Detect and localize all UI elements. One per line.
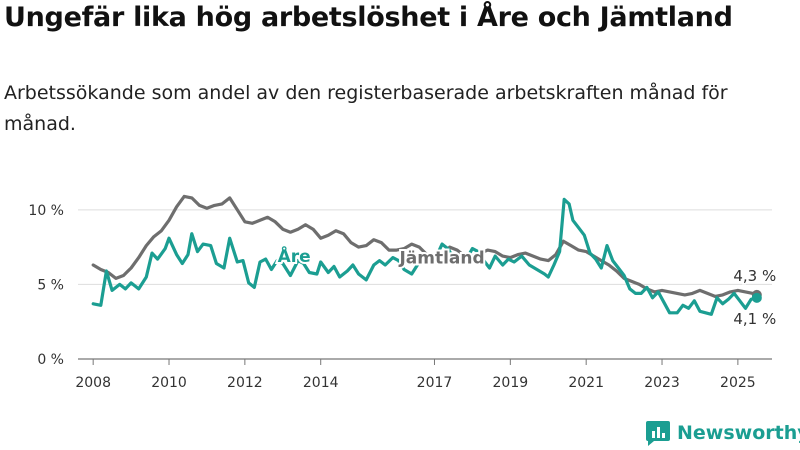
bar-chart-icon (646, 421, 670, 446)
x-tick-label: 2008 (75, 375, 111, 391)
series-line-Åre (91, 197, 759, 316)
brand-name: Newsworthy (677, 422, 800, 444)
end-value-label-Jämtland: 4,3 % (733, 267, 776, 285)
series-label-Jämtland: Jämtland (398, 249, 484, 269)
y-axis: 0 % 5 % 10 % (28, 203, 64, 368)
chart-subtitle: Arbetssökande som andel av den registerb… (4, 82, 728, 135)
x-tick-label: 2025 (720, 375, 756, 391)
x-tick-label: 2019 (493, 375, 529, 391)
series-end-point-Åre (751, 292, 762, 303)
series-lines (91, 194, 762, 316)
y-gridlines (78, 209, 772, 360)
y-tick-label: 5 % (37, 277, 64, 293)
x-tick-label: 2017 (417, 375, 453, 391)
series-label-Åre: Åre (278, 244, 311, 267)
y-tick-label: 10 % (28, 203, 64, 219)
x-tick-label: 2023 (644, 375, 680, 391)
newsworthy-logo: Newsworthy (645, 420, 800, 446)
x-tick-label: 2012 (227, 375, 263, 391)
y-tick-label: 0 % (37, 352, 64, 368)
x-tick-label: 2021 (568, 375, 604, 391)
x-tick-label: 2010 (151, 375, 187, 391)
chart-title: Ungefär lika hög arbetslöshet i Åre och … (4, 2, 733, 33)
x-tick-label: 2014 (303, 375, 339, 391)
series-labels: Jämtland Åre 4,3 % 4,1 % (276, 242, 778, 329)
end-value-label-Åre: 4,1 % (733, 310, 776, 328)
series-line-Jämtland (91, 194, 759, 298)
x-axis: 2008 2010 2012 2014 2017 2019 2021 2023 2025 (75, 359, 756, 391)
